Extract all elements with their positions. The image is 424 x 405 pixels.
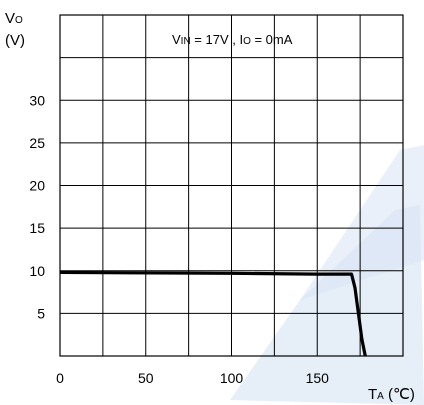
y-tick-label: 20 <box>29 178 45 194</box>
y-tick-labels: 5 10 15 20 25 30 <box>29 92 45 321</box>
series-line <box>59 270 367 357</box>
y-tick-label: 10 <box>29 263 45 279</box>
series-layer <box>59 270 367 357</box>
x-tick-labels: 0 50 100 150 <box>56 370 329 386</box>
x-tick-label: 0 <box>56 370 64 386</box>
y-tick-label: 15 <box>29 220 45 236</box>
y-tick-label: 5 <box>37 305 45 321</box>
y-tick-label: 30 <box>29 92 45 108</box>
condition-label: VIN = 17V , IO = 0mA <box>172 32 293 47</box>
x-tick-label: 100 <box>220 370 244 386</box>
x-tick-label: 50 <box>138 370 154 386</box>
y-axis-unit: (V) <box>5 32 25 49</box>
watermark-shape <box>300 145 424 300</box>
grid <box>60 15 403 356</box>
y-axis-label: VO <box>5 10 23 27</box>
y-tick-label: 25 <box>29 135 45 151</box>
x-axis-label: TA (℃) <box>368 386 415 403</box>
x-tick-label: 150 <box>306 370 330 386</box>
